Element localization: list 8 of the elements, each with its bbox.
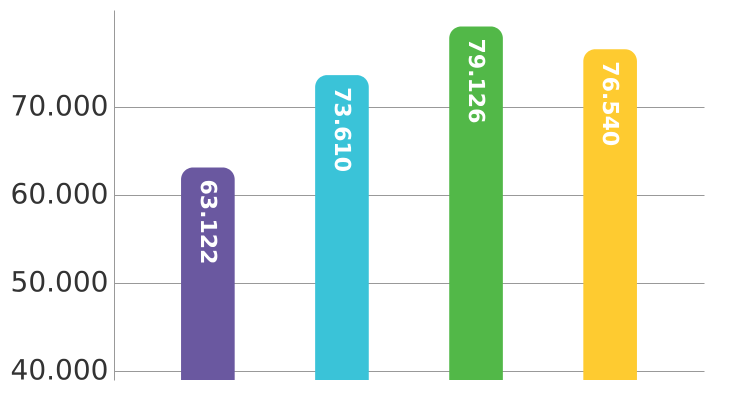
y-tick-label: 50.000 (10, 266, 108, 299)
data-label: 76.540 (597, 61, 622, 146)
y-tick-label: 70.000 (10, 89, 108, 122)
data-label: 63.122 (194, 179, 220, 264)
y-tick-label: 40.000 (10, 354, 108, 387)
y-tick-label: 60.000 (10, 178, 108, 210)
data-label: 73.610 (328, 87, 354, 172)
data-label: 79.126 (463, 38, 488, 124)
